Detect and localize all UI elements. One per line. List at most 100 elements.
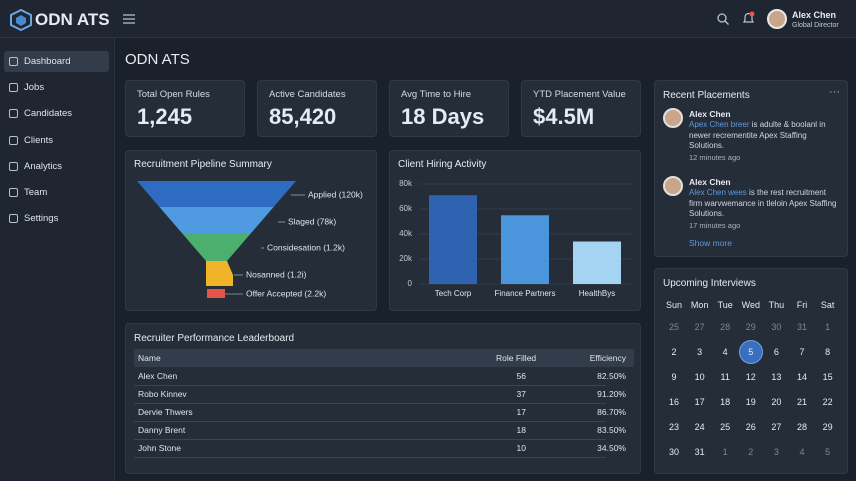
nav-icon	[9, 135, 18, 145]
calendar-day[interactable]: 12	[745, 372, 756, 382]
calendar-day[interactable]: 26	[745, 422, 756, 432]
calendar-day[interactable]: 3	[697, 347, 703, 357]
table-cell: Danny Brent	[138, 425, 186, 435]
calendar-day[interactable]: 29	[745, 322, 756, 332]
stage-label: Nosanned (1.2i)	[246, 269, 307, 279]
placement-time: 12 minutes ago	[689, 153, 741, 162]
calendar-day[interactable]: 2	[671, 347, 677, 357]
calendar-day[interactable]: 7	[799, 347, 805, 357]
calendar-day[interactable]: 22	[822, 397, 833, 407]
calendar-day[interactable]: 5	[748, 347, 754, 357]
card-title: Recruiter Performance Leaderboard	[134, 333, 295, 344]
calendar-day[interactable]: 11	[720, 372, 730, 382]
calendar-day[interactable]: 28	[720, 322, 731, 332]
calendar-day[interactable]: 18	[720, 397, 731, 407]
kpi-label: Total Open Rules	[137, 89, 210, 100]
bar	[573, 241, 621, 284]
nav-icon	[9, 188, 18, 197]
funnel: Applied (120k) Slaged (78k) Considesation …	[137, 181, 363, 298]
calendar-day[interactable]: 25	[668, 322, 679, 332]
table-cell: 82.50%	[597, 371, 626, 381]
calendar-day[interactable]: 4	[722, 347, 728, 357]
weekday: Tue	[717, 300, 733, 310]
y-tick-label: 0	[408, 279, 413, 288]
calendar-day[interactable]: 15	[822, 372, 833, 382]
more-menu[interactable]: ···	[829, 86, 840, 98]
calendar-day[interactable]: 19	[745, 397, 756, 407]
calendar-day[interactable]: 1	[825, 322, 831, 332]
calendar-day[interactable]: 24	[694, 422, 705, 432]
calendar-day[interactable]: 10	[694, 372, 705, 382]
card-title: Recruitment Pipeline Summary	[134, 159, 272, 170]
funnel-stage	[181, 233, 252, 261]
table-header-row	[134, 349, 634, 367]
weekday: Fri	[796, 300, 808, 310]
calendar-day[interactable]: 27	[694, 322, 705, 332]
nav-item[interactable]: Jobs	[4, 77, 109, 98]
stage-label: Slaged (78k)	[288, 216, 336, 226]
nav-item[interactable]: Clients	[4, 130, 109, 151]
calendar-day[interactable]: 30	[771, 322, 782, 332]
calendar-day[interactable]: 17	[694, 397, 705, 407]
placement-link[interactable]: Alex Chen wees	[689, 188, 747, 197]
table-cell: 10	[516, 443, 526, 453]
notification-button[interactable]	[742, 11, 756, 25]
calendar-day[interactable]: 6	[773, 347, 779, 357]
weekday: Sat	[820, 300, 835, 310]
table-cell: 83.50%	[597, 425, 626, 435]
calendar-day[interactable]: 25	[720, 422, 731, 432]
bar	[501, 215, 549, 284]
calendar-day[interactable]: 1	[722, 447, 728, 457]
search-button[interactable]	[717, 13, 729, 25]
calendar-day[interactable]: 4	[799, 447, 805, 457]
nav-item[interactable]: Analytics	[4, 156, 109, 177]
weekday: Sun	[665, 300, 682, 310]
menu-button[interactable]	[123, 14, 135, 24]
table-cell: 17	[516, 407, 526, 417]
card-title: Client Hiring Activity	[398, 159, 487, 170]
today-marker	[738, 340, 763, 364]
calendar-day[interactable]: 14	[796, 372, 807, 382]
card-title: Recent Placements	[663, 90, 750, 101]
nav-item[interactable]: Settings	[4, 208, 109, 229]
avatar[interactable]	[767, 9, 787, 29]
leaderboard-card: Recruiter Performance Leaderboard Name Ro…	[125, 323, 641, 474]
calendar-day[interactable]: 23	[668, 422, 679, 432]
calendar-day[interactable]: 20	[771, 397, 782, 407]
calendar-day[interactable]: 31	[694, 447, 705, 457]
avatar	[663, 108, 683, 128]
calendar-day[interactable]: 28	[796, 422, 807, 432]
row-divider	[134, 439, 606, 440]
calendar-day[interactable]: 5	[825, 447, 831, 457]
interviews-card: Upcoming Interviews Sun Mon Tue Wed Thu Fri Sa…	[654, 268, 848, 474]
calendar-day[interactable]: 13	[771, 372, 782, 382]
y-tick-label: 60k	[399, 204, 413, 213]
calendar-day[interactable]: 30	[668, 447, 679, 457]
calendar-day[interactable]: 16	[668, 397, 679, 407]
calendar-day[interactable]: 3	[773, 447, 779, 457]
nav-label: Clients	[24, 134, 54, 146]
placement-link[interactable]: Apex Chen breer	[689, 120, 750, 129]
nav-icon	[9, 109, 18, 119]
kpi-value: 1,245	[137, 104, 193, 129]
table-cell: 34.50%	[597, 443, 626, 453]
calendar-day[interactable]: 2	[748, 447, 754, 457]
nav-item[interactable]: Team	[4, 182, 109, 203]
calendar-day[interactable]: 9	[671, 372, 677, 382]
calendar-day[interactable]: 27	[771, 422, 782, 432]
placement-body: is the rest recruitment firm warvwemance…	[689, 188, 837, 218]
kpi-label: Active Candidates	[269, 89, 346, 100]
y-tick-label: 80k	[399, 179, 413, 188]
table-cell: 18	[516, 425, 526, 435]
calendar-day[interactable]: 21	[796, 397, 807, 407]
stage-label: Offer Accepted (2.2k)	[246, 288, 326, 298]
placement-name: Alex Chen	[689, 109, 731, 119]
nav-item[interactable]: Candidates	[4, 103, 109, 124]
calendar-day[interactable]: 8	[825, 347, 831, 357]
calendar-day[interactable]: 29	[822, 422, 833, 432]
show-more[interactable]: Show more	[689, 238, 732, 248]
placements-card: Recent Placements ··· Alex Chen Apex Chen…	[654, 80, 848, 257]
nav-item[interactable]: Dashboard	[4, 51, 109, 72]
hiring-card: Client Hiring Activity 0 20k 40k 60k 80k Tech…	[389, 150, 641, 311]
calendar-day[interactable]: 31	[796, 322, 807, 332]
